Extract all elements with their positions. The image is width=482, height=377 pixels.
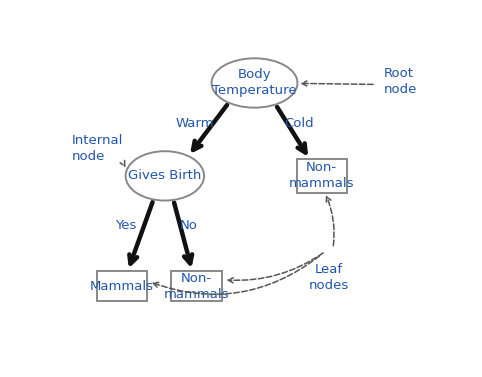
Text: Mammals: Mammals <box>90 280 154 293</box>
Text: Cold: Cold <box>284 117 314 130</box>
Text: Internal
node: Internal node <box>71 134 123 163</box>
Text: Non-
mammals: Non- mammals <box>289 161 354 190</box>
Text: Gives Birth: Gives Birth <box>128 169 201 182</box>
Text: Leaf
nodes: Leaf nodes <box>309 263 349 292</box>
Text: No: No <box>180 219 198 232</box>
Text: Warm: Warm <box>175 117 214 130</box>
Text: Non-
mammals: Non- mammals <box>164 272 229 301</box>
Text: Yes: Yes <box>115 219 136 232</box>
Text: Root
node: Root node <box>383 67 417 96</box>
Text: Body
Temperature: Body Temperature <box>212 69 297 98</box>
